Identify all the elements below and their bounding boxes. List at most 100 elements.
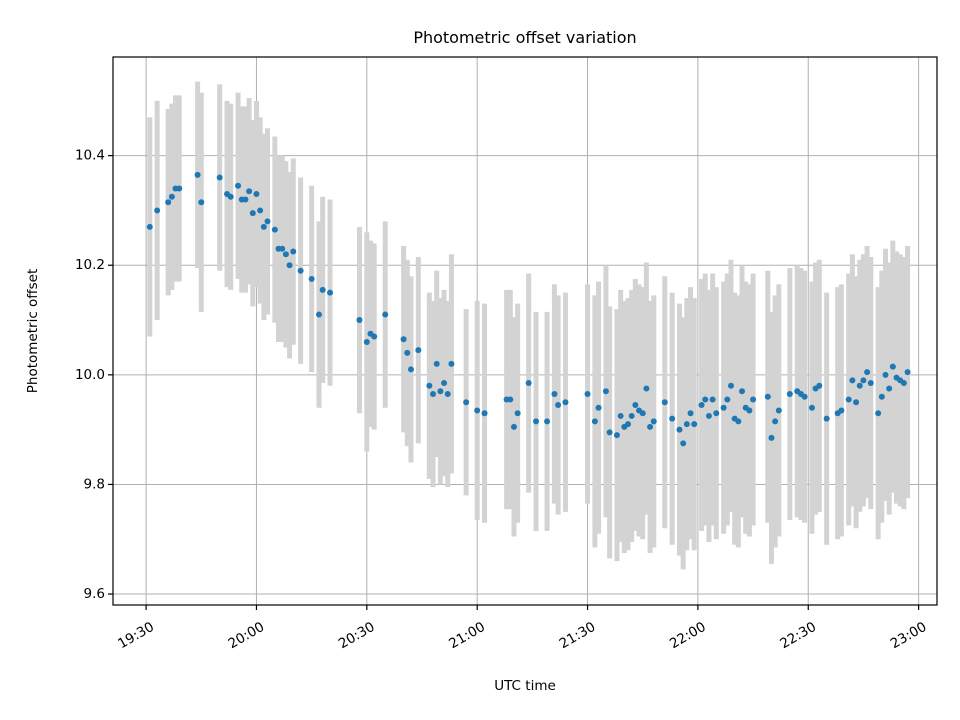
y-tick-label: 10.0 xyxy=(75,367,105,383)
data-point xyxy=(327,289,334,296)
x-axis-label: UTC time xyxy=(494,678,556,694)
plot-frame xyxy=(112,56,938,606)
y-tick-label: 10.2 xyxy=(75,257,105,273)
data-point xyxy=(165,199,172,206)
data-point xyxy=(602,388,609,395)
data-point xyxy=(430,391,437,398)
data-point xyxy=(271,226,278,233)
y-tick-label: 9.6 xyxy=(84,586,105,602)
data-point xyxy=(676,426,683,433)
data-point xyxy=(643,385,650,392)
data-point xyxy=(886,385,893,392)
data-point xyxy=(194,171,201,178)
data-point xyxy=(533,418,540,425)
data-point xyxy=(282,251,289,258)
data-point xyxy=(415,347,422,354)
data-point xyxy=(650,418,657,425)
data-point xyxy=(444,391,451,398)
data-point xyxy=(772,418,779,425)
data-point xyxy=(661,399,668,406)
data-points xyxy=(146,171,911,447)
data-point xyxy=(709,396,716,403)
data-point xyxy=(647,423,654,430)
data-point xyxy=(900,380,907,387)
data-point xyxy=(555,401,562,408)
data-point xyxy=(750,396,757,403)
data-point xyxy=(728,382,734,389)
data-point xyxy=(249,210,256,217)
data-point xyxy=(739,388,746,395)
data-point xyxy=(448,360,455,367)
data-point xyxy=(639,410,646,417)
data-point xyxy=(786,391,793,398)
data-point xyxy=(168,193,175,200)
data-point xyxy=(808,404,815,411)
data-point xyxy=(617,412,624,419)
data-point xyxy=(735,418,742,425)
data-point xyxy=(595,404,602,411)
data-point xyxy=(253,191,260,197)
data-point xyxy=(297,267,304,274)
data-point xyxy=(683,421,690,428)
data-point xyxy=(878,393,885,400)
data-point xyxy=(154,207,161,214)
data-point xyxy=(363,338,370,345)
data-point xyxy=(319,286,326,293)
data-point xyxy=(584,391,591,398)
data-point xyxy=(713,410,720,417)
data-point xyxy=(816,382,823,389)
data-point xyxy=(680,440,687,447)
data-point xyxy=(433,360,440,367)
data-point xyxy=(216,174,223,181)
data-point xyxy=(257,207,264,214)
data-point xyxy=(860,377,867,384)
data-point xyxy=(437,388,444,395)
data-point xyxy=(702,396,709,403)
data-point xyxy=(838,407,845,414)
data-point xyxy=(507,396,514,403)
data-point xyxy=(227,193,234,200)
data-point xyxy=(279,245,286,252)
data-point xyxy=(724,396,731,403)
data-point xyxy=(242,196,249,203)
data-point xyxy=(591,418,598,425)
data-point xyxy=(562,399,569,406)
data-point xyxy=(463,399,470,406)
data-point xyxy=(669,415,676,422)
data-point xyxy=(606,429,613,436)
data-point xyxy=(613,432,620,439)
data-point xyxy=(705,412,712,419)
data-point xyxy=(691,421,698,428)
data-point xyxy=(875,410,882,417)
data-point xyxy=(764,393,771,400)
data-point xyxy=(525,380,532,387)
data-point xyxy=(407,366,414,373)
data-point xyxy=(551,391,558,398)
data-point xyxy=(474,407,481,414)
data-point xyxy=(823,415,830,422)
data-point xyxy=(746,407,753,414)
data-point xyxy=(720,404,727,411)
data-point xyxy=(264,218,271,225)
data-point xyxy=(845,396,852,403)
data-point xyxy=(260,223,267,230)
data-point xyxy=(625,421,631,428)
data-point xyxy=(510,423,517,430)
data-point xyxy=(687,410,694,417)
data-point xyxy=(882,371,889,378)
data-point xyxy=(146,223,153,230)
data-point xyxy=(514,410,521,417)
data-point xyxy=(246,188,253,195)
data-point xyxy=(308,275,315,282)
data-point xyxy=(426,382,433,389)
data-point xyxy=(867,380,874,387)
data-point xyxy=(904,369,911,376)
data-point xyxy=(856,382,863,389)
data-point xyxy=(176,185,183,192)
data-point xyxy=(849,377,856,384)
data-point xyxy=(235,182,242,189)
data-point xyxy=(544,418,551,425)
data-point xyxy=(889,363,896,370)
chart-title: Photometric offset variation xyxy=(413,28,636,47)
